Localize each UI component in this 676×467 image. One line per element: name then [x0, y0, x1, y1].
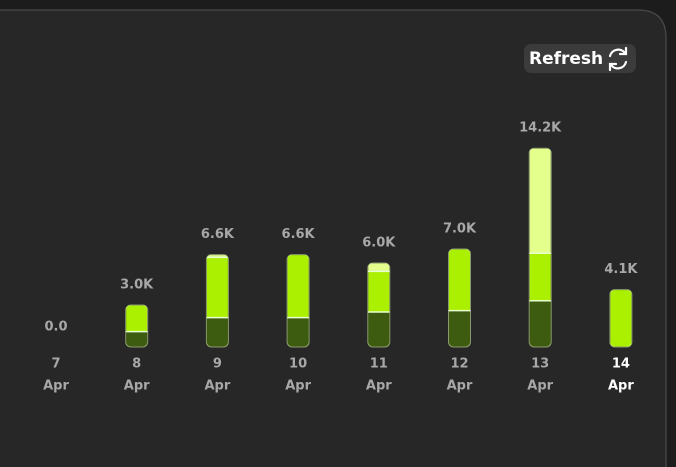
bar-segment [287, 317, 310, 348]
bar [287, 254, 310, 348]
bar-outline [448, 248, 471, 348]
bar-segment [529, 252, 552, 302]
value-label: 6.6K [282, 227, 316, 242]
x-tick-label: 13 [531, 357, 549, 372]
bar-outline [609, 289, 633, 348]
bar [125, 305, 148, 347]
value-label: 7.0K [443, 222, 477, 237]
bar-segment [448, 249, 471, 312]
x-tick-sublabel: Apr [608, 379, 634, 394]
card [0, 9, 667, 467]
bar [448, 249, 471, 347]
bar-segment [125, 305, 148, 333]
bar-segment [367, 270, 390, 313]
bar [609, 289, 632, 348]
value-label: 6.6K [201, 227, 235, 242]
value-label: 3.0K [120, 278, 154, 293]
value-label: 14.2K [519, 121, 562, 136]
x-tick-label: 10 [289, 357, 307, 372]
button-bg [524, 44, 636, 73]
value-label: 0.0 [44, 320, 67, 335]
value-label: 4.1K [604, 262, 638, 277]
x-tick-label: 9 [213, 357, 222, 372]
bar [529, 148, 552, 347]
x-tick-sublabel: Apr [124, 379, 150, 394]
x-tick-label: 8 [132, 357, 141, 372]
button-label: Refresh [529, 49, 603, 69]
bar-segment [287, 254, 310, 319]
value-label: 6.0K [362, 236, 396, 251]
x-tick-label: 7 [51, 357, 60, 372]
bar [206, 254, 229, 348]
refresh-button[interactable]: Refresh [524, 44, 636, 73]
x-tick-label: 12 [450, 357, 468, 372]
x-tick-sublabel: Apr [43, 379, 69, 394]
x-tick-label: 11 [370, 357, 388, 372]
x-tick-sublabel: Apr [447, 379, 473, 394]
x-tick-sublabel: Apr [527, 379, 553, 394]
bar-segment [206, 256, 229, 319]
bar-segment [367, 263, 390, 272]
bar-segment [367, 311, 390, 347]
bar-segment [529, 300, 552, 347]
x-tick-sublabel: Apr [205, 379, 231, 394]
bar [367, 263, 390, 347]
bar-outline [286, 254, 310, 348]
bar-segment [206, 317, 229, 348]
bar-segment [609, 289, 632, 348]
bar-segment [529, 148, 552, 254]
bar-outline [528, 147, 552, 348]
bar-segment [125, 331, 148, 347]
bar-outline [205, 254, 229, 348]
refresh-icon [608, 46, 628, 72]
x-tick-sublabel: Apr [366, 379, 392, 394]
bar-segment [448, 310, 471, 347]
bar-outline [367, 262, 391, 348]
x-tick-label: 14 [612, 357, 630, 372]
x-tick-sublabel: Apr [285, 379, 311, 394]
bar-outline [125, 304, 149, 348]
